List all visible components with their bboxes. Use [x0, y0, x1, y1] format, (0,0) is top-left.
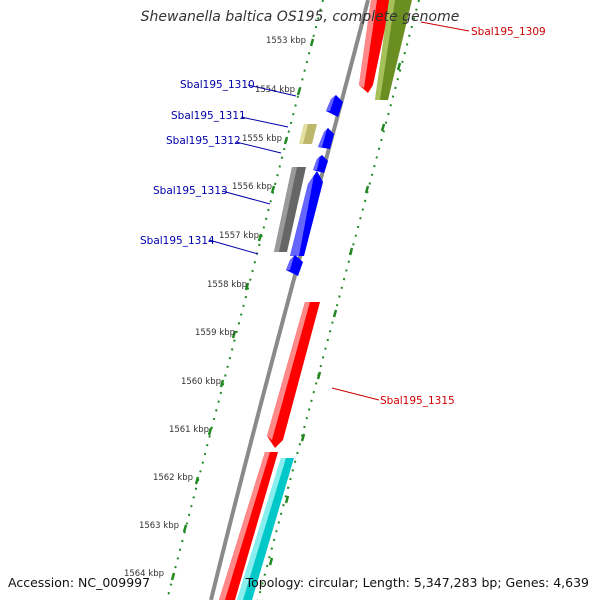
map-title: Shewanella baltica OS195, complete genom… [140, 9, 460, 25]
gene-features [219, 0, 412, 600]
kbp-label: 1562 kbp [153, 473, 193, 483]
major-tick [219, 379, 225, 388]
kbp-label: 1559 kbp [195, 328, 235, 338]
gene-sbal195-1314[interactable] [286, 255, 303, 276]
leader-line-1309 [420, 21, 470, 32]
leader-line-1311 [240, 116, 289, 128]
major-tick [380, 123, 386, 132]
gene-sbal195-1312[interactable] [318, 128, 334, 149]
major-ticks [170, 38, 402, 581]
gene-labels: Sbal195_1309 Sbal195_1310 Sbal195_1311 S… [140, 26, 546, 407]
label-leaders [208, 21, 470, 401]
major-tick [182, 524, 188, 533]
major-tick [244, 282, 250, 291]
gene-sbal195-1309-olive[interactable] [375, 0, 412, 100]
major-tick [170, 572, 176, 581]
kbp-label: 1563 kbp [139, 521, 179, 531]
major-tick [284, 495, 290, 504]
kbp-label: 1560 kbp [181, 377, 221, 387]
gene-sbal195-1315[interactable] [267, 302, 320, 448]
gene-sbal195-1310[interactable] [326, 95, 343, 117]
kbp-label: 1558 kbp [207, 280, 247, 290]
gene-label-1313[interactable]: Sbal195_1313 [153, 185, 228, 197]
accession-label: Accession: NC_009997 [8, 575, 151, 590]
major-tick [316, 371, 322, 380]
kbp-label: 1556 kbp [232, 182, 272, 192]
major-tick [268, 557, 274, 566]
gene-sbal195-1309-red[interactable] [359, 0, 391, 93]
major-tick [231, 330, 237, 339]
major-tick [364, 185, 370, 194]
major-tick [300, 433, 306, 442]
gene-sbal195-1313b[interactable] [290, 171, 323, 256]
major-tick [207, 427, 213, 436]
gene-sbal195-1311[interactable] [299, 124, 317, 144]
gene-label-1312[interactable]: Sbal195_1312 [166, 135, 241, 147]
major-tick [332, 309, 338, 318]
major-tick [309, 38, 315, 47]
kbp-label: 1555 kbp [242, 134, 282, 144]
gene-label-1315[interactable]: Sbal195_1315 [380, 395, 455, 407]
leader-line-1313 [221, 190, 271, 205]
kbp-label: 1554 kbp [255, 85, 295, 95]
major-tick [270, 185, 276, 194]
leader-line-1315 [331, 387, 380, 401]
kbp-label: 1553 kbp [266, 36, 306, 46]
major-tick [194, 476, 200, 485]
leader-line-1312 [235, 141, 282, 154]
kbp-label: 1557 kbp [219, 231, 259, 241]
leader-line-1314 [208, 239, 259, 255]
major-tick [283, 136, 289, 145]
gene-red-lower[interactable] [219, 452, 278, 600]
gene-label-1310[interactable]: Sbal195_1310 [180, 79, 255, 91]
kbp-labels: 1553 kbp 1554 kbp 1555 kbp 1556 kbp 1557… [124, 36, 306, 579]
topology-label: Topology: circular; Length: 5,347,283 bp… [245, 575, 589, 590]
gene-label-1314[interactable]: Sbal195_1314 [140, 235, 215, 247]
gene-label-1309[interactable]: Sbal195_1309 [471, 26, 546, 38]
leader-line-1310 [247, 84, 297, 97]
kbp-label: 1561 kbp [169, 425, 209, 435]
gene-sbal195-1313[interactable] [274, 167, 306, 252]
major-tick [296, 87, 302, 96]
gene-sbal195-1312b[interactable] [313, 155, 328, 173]
kbp-label: 1564 kbp [124, 569, 164, 579]
major-tick [257, 233, 263, 242]
major-tick [348, 247, 354, 256]
gene-label-1311[interactable]: Sbal195_1311 [171, 110, 246, 122]
gene-cyan-lower[interactable] [237, 458, 294, 600]
major-tick [396, 62, 402, 71]
